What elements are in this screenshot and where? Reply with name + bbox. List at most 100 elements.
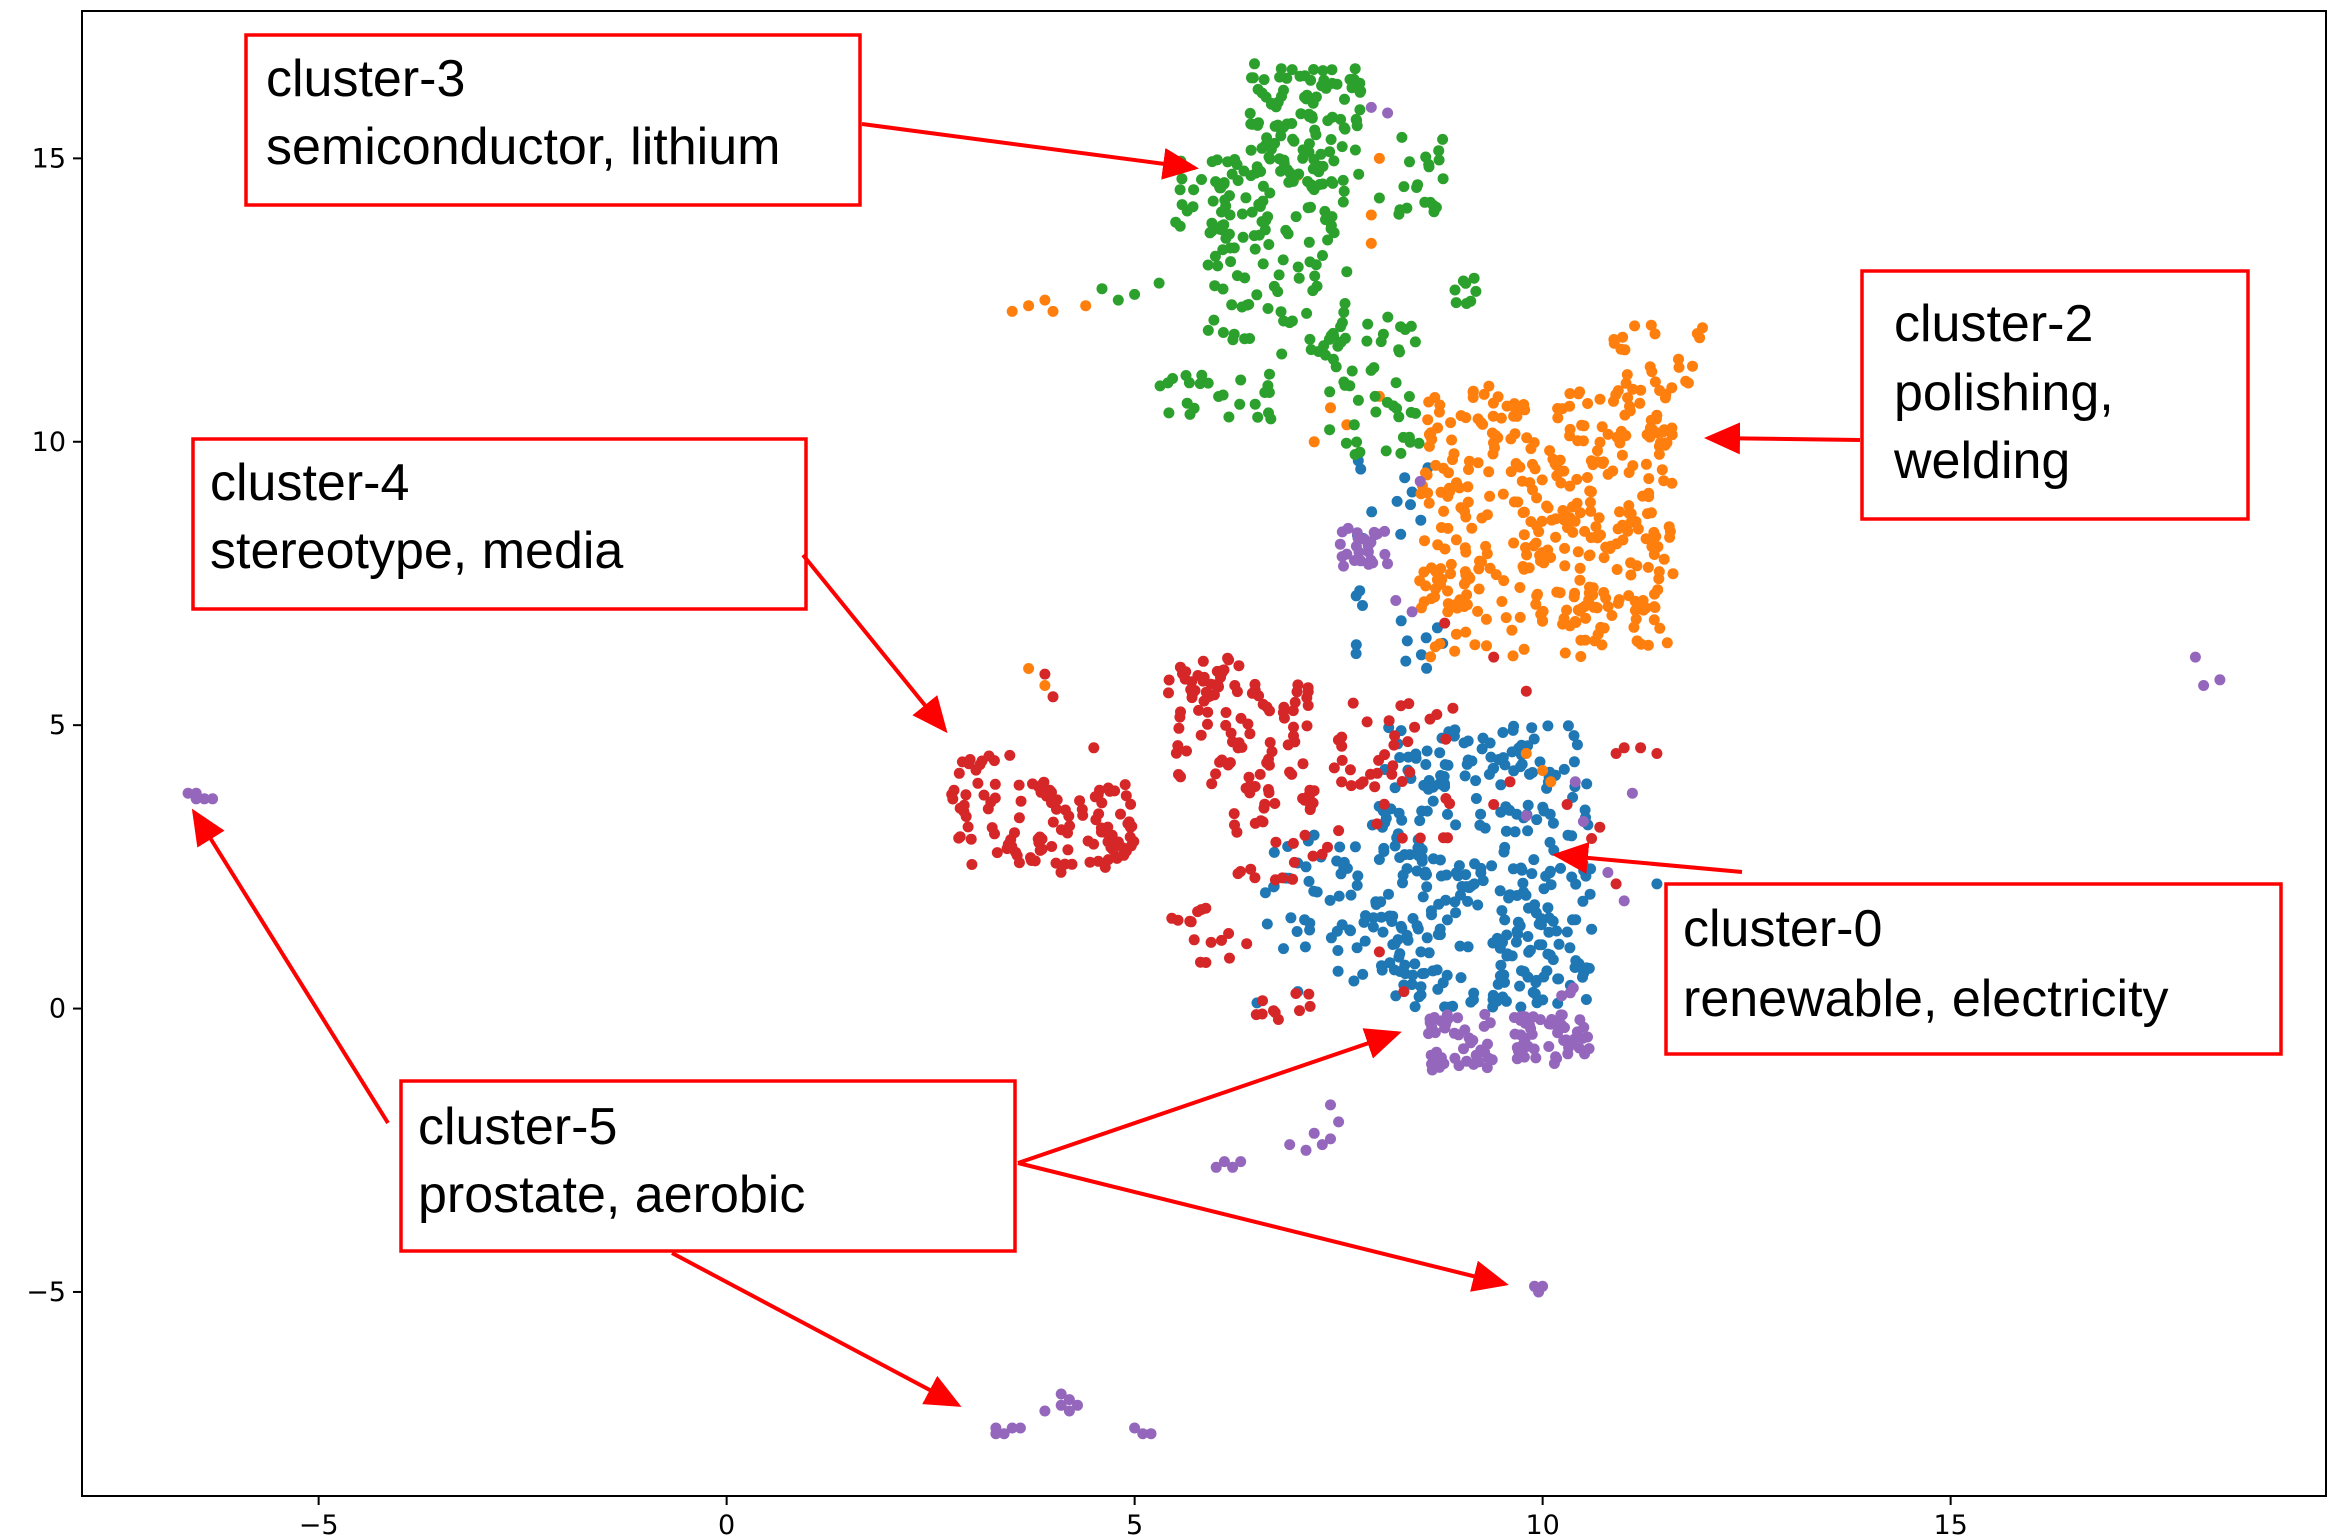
data-point [1568,591,1580,603]
data-point [1522,825,1534,837]
data-point [1519,404,1531,416]
annotation-keywords: welding [1893,432,2070,490]
data-point [1523,902,1534,914]
data-point [989,778,1001,790]
data-point [1507,863,1519,875]
data-point [1284,1139,1296,1151]
annotation-box [1664,882,2283,1056]
data-point [1300,861,1312,873]
data-point [1268,846,1280,858]
data-point [1360,910,1371,922]
data-point [1615,425,1627,437]
data-point [1461,298,1472,309]
data-point [1039,680,1051,691]
data-point [1350,648,1362,660]
data-point [1413,437,1425,449]
data-point [1310,91,1322,103]
data-point [1287,133,1299,145]
data-point [1390,990,1402,1002]
data-point [1244,107,1256,119]
data-point [1173,722,1185,734]
data-point [1518,506,1530,518]
data-point [1193,704,1205,716]
data-point [1338,185,1350,197]
data-point [1450,297,1462,309]
data-point [1153,277,1165,289]
data-point [1570,878,1582,890]
data-point [1582,1031,1593,1043]
data-point [1564,942,1576,954]
data-point [1525,443,1537,455]
data-point [1426,1064,1438,1076]
data-point [1338,560,1349,572]
data-point [1442,585,1454,597]
data-point [1328,155,1340,167]
data-point [1461,575,1473,587]
data-point [1125,798,1137,810]
data-point [1210,176,1222,188]
data-point [1046,841,1058,852]
data-point [1507,650,1519,662]
data-point [1402,934,1414,946]
data-point [1598,552,1610,564]
data-point [1006,305,1018,317]
x-tick-label: 0 [718,1510,735,1536]
data-point [1522,799,1534,811]
data-point [1215,666,1227,677]
data-point [1349,63,1361,75]
data-point [1551,470,1563,482]
data-point [1561,799,1573,810]
data-point [1533,526,1545,538]
data-point [1186,676,1198,688]
data-point [1291,926,1303,937]
data-point [1181,745,1192,757]
data-point [1568,730,1580,742]
data-point [1492,978,1504,990]
data-point [1240,782,1252,794]
data-point [1420,759,1432,770]
data-point [1658,553,1670,565]
data-point [1534,549,1546,561]
data-point [1206,217,1218,229]
data-point [1641,429,1653,441]
data-point [1643,473,1655,485]
data-point [1499,914,1511,926]
annotation-box [191,437,808,611]
data-point [1268,280,1280,292]
data-point [1517,877,1529,889]
data-point [1062,827,1073,839]
data-point [1462,754,1474,766]
data-point [1443,467,1454,479]
data-point [1396,131,1408,143]
data-point [1527,458,1538,470]
data-point [1618,895,1630,907]
data-point [1556,990,1568,1002]
data-point [1062,844,1074,856]
data-point [1063,810,1075,822]
annotation-box [399,1079,1017,1253]
data-point [1223,411,1235,423]
data-point [1325,1133,1336,1145]
data-point [1200,686,1212,698]
data-point [1367,557,1379,569]
data-point [1535,919,1547,931]
data-point [1308,829,1320,841]
data-point [1373,754,1385,766]
data-point [1640,602,1652,614]
data-point [1195,956,1206,968]
data-point [1406,979,1418,990]
data-point [1259,887,1271,899]
data-point [1550,513,1562,525]
data-point [1278,84,1289,96]
data-point [1531,814,1543,826]
data-point [1487,448,1499,460]
data-point [1381,396,1393,408]
data-point [1333,890,1345,902]
data-point [1006,1422,1018,1434]
data-point [1316,80,1328,92]
data-point [1105,842,1117,853]
data-point [1202,324,1214,336]
data-point [1552,412,1564,424]
data-point [1242,718,1254,730]
data-point [1388,964,1400,976]
